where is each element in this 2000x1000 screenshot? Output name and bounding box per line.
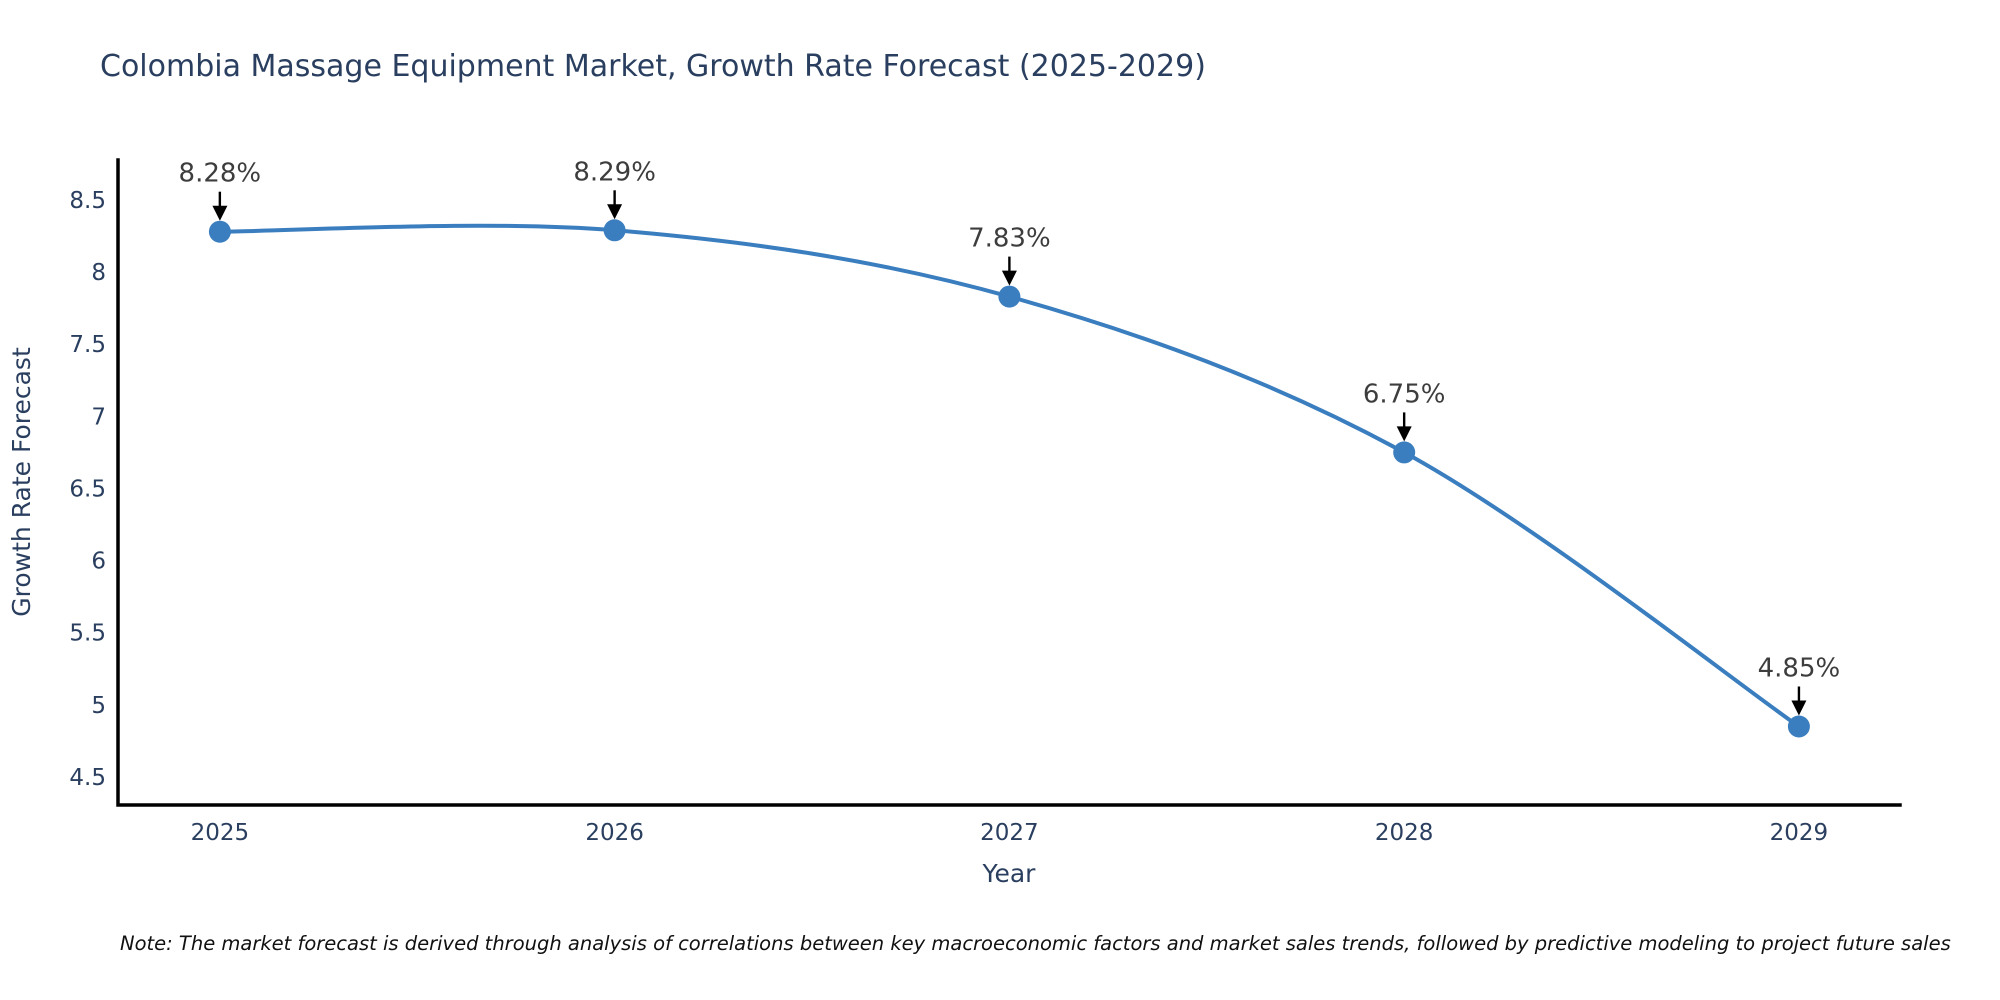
data-point[interactable] [603, 219, 626, 242]
y-axis-title: Growth Rate Forecast [7, 347, 36, 617]
x-tick-label: 2028 [1375, 820, 1434, 846]
data-point[interactable] [1787, 715, 1810, 738]
x-tick-label: 2025 [191, 820, 250, 846]
point-value-label: 4.85% [1758, 654, 1841, 684]
y-tick-label: 6 [91, 549, 106, 575]
point-value-label: 6.75% [1363, 379, 1446, 409]
x-axis-title: Year [982, 859, 1037, 888]
footnote: Note: The market forecast is derived thr… [120, 932, 1951, 955]
y-tick-label: 7 [91, 404, 106, 430]
axis-spines [116, 158, 1902, 807]
y-tick-label: 5 [91, 693, 106, 719]
data-point[interactable] [208, 220, 231, 243]
annotation-arrowhead-icon [1791, 700, 1807, 716]
data-point[interactable] [998, 285, 1021, 308]
x-tick-label: 2026 [585, 820, 644, 846]
y-axis-tick-labels: 4.5 5 5.5 6 6.5 7 7.5 8 8.5 [69, 188, 106, 791]
y-tick-label: 8.5 [69, 188, 106, 214]
x-tick-label: 2027 [980, 820, 1039, 846]
point-annotations: 8.28% 8.29% 7.83% 6.75% 4.85% [179, 157, 1841, 716]
x-tick-label: 2029 [1770, 820, 1829, 846]
point-value-label: 8.29% [573, 157, 656, 187]
y-tick-label: 5.5 [69, 621, 106, 647]
annotation-arrowhead-icon [1396, 426, 1412, 442]
annotation-arrowhead-icon [607, 204, 623, 220]
data-point[interactable] [1393, 441, 1416, 464]
annotation-arrowhead-icon [1001, 270, 1017, 286]
point-value-label: 8.28% [179, 159, 262, 189]
data-points [208, 219, 1810, 738]
annotation-arrowhead-icon [212, 205, 228, 221]
y-tick-label: 4.5 [69, 765, 106, 791]
chart-title: Colombia Massage Equipment Market, Growt… [100, 49, 1206, 84]
y-tick-label: 6.5 [69, 476, 106, 502]
x-axis-tick-labels: 2025 2026 2027 2028 2029 [191, 820, 1829, 846]
point-value-label: 7.83% [968, 224, 1051, 254]
y-tick-label: 7.5 [69, 332, 106, 358]
y-tick-label: 8 [91, 260, 106, 286]
